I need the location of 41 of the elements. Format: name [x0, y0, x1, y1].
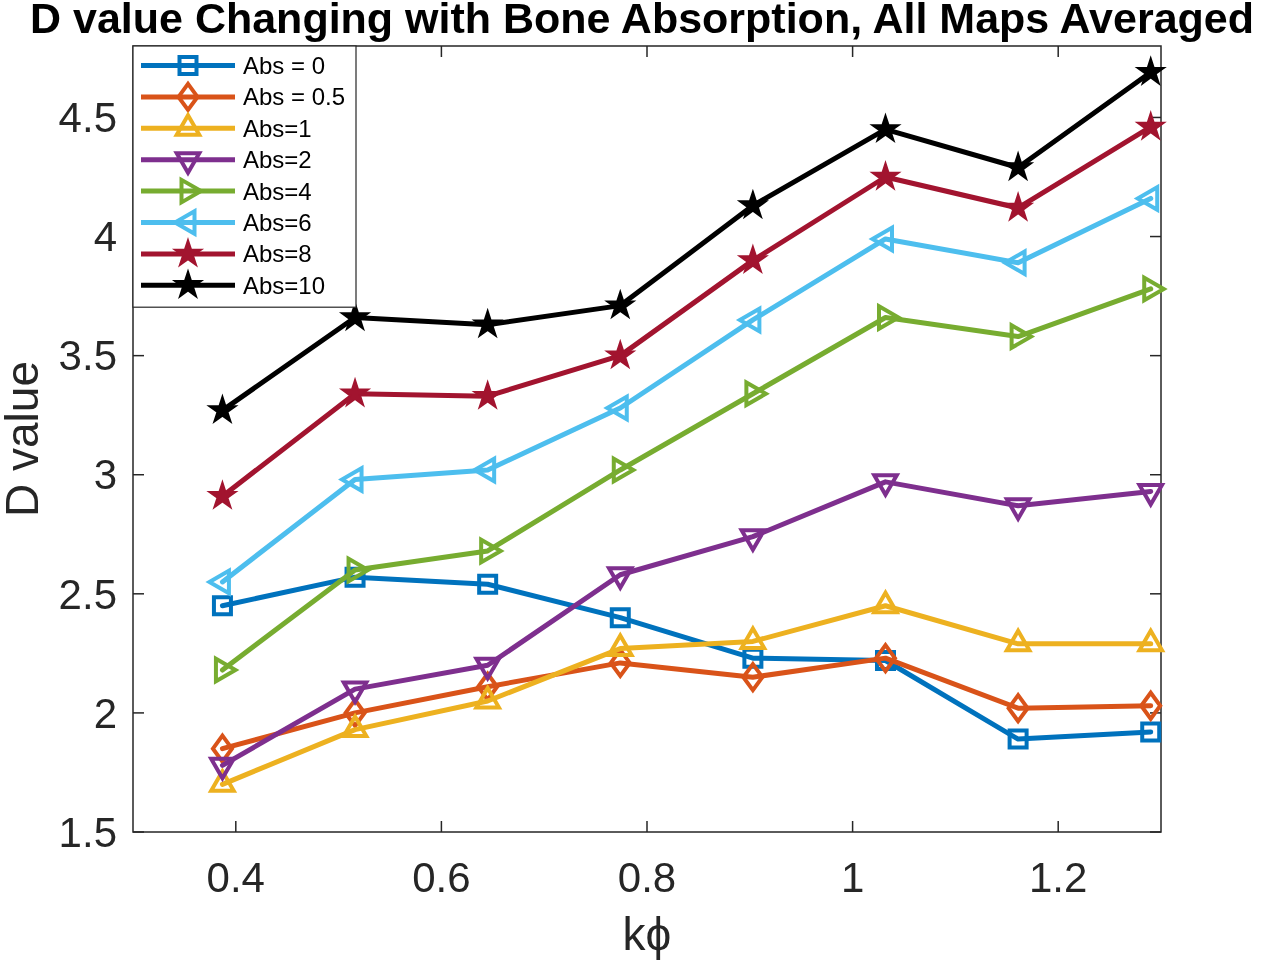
- point: [1134, 110, 1167, 141]
- legend-label: Abs=4: [243, 177, 312, 205]
- point: [1134, 55, 1167, 86]
- y-tick-label: 3.5: [58, 332, 117, 380]
- y-tick-label: 4.5: [58, 94, 117, 142]
- legend-label: Abs=8: [243, 240, 312, 268]
- legend-label: Abs=6: [243, 208, 312, 236]
- legend-label: Abs=1: [243, 114, 312, 142]
- point: [604, 289, 637, 320]
- y-tick-label: 3: [93, 451, 117, 499]
- point: [1006, 693, 1030, 724]
- point: [1139, 690, 1163, 721]
- x-tick-label: 1: [840, 854, 865, 901]
- y-axis-title: D value: [0, 361, 48, 517]
- point: [471, 308, 504, 339]
- point: [604, 339, 637, 370]
- chart-title: D value Changing with Bone Absorption, All Maps Averaged: [29, 0, 1255, 42]
- point: [477, 573, 499, 595]
- x-axis-title: kϕ: [622, 908, 672, 960]
- point: [211, 595, 233, 617]
- point: [1007, 728, 1029, 750]
- legend-label: Abs = 0: [243, 51, 326, 79]
- point: [1140, 721, 1162, 743]
- point: [874, 643, 897, 674]
- y-tick-label: 1.5: [58, 808, 117, 856]
- legend-label: Abs=2: [243, 146, 312, 174]
- point: [737, 243, 769, 274]
- x-tick-label: 0.6: [412, 854, 471, 901]
- point: [869, 112, 902, 143]
- y-tick-label: 2: [93, 689, 117, 737]
- point: [609, 607, 631, 629]
- legend-label: Abs = 0.5: [243, 83, 346, 111]
- x-tick-label: 0.8: [617, 854, 677, 901]
- point: [206, 479, 239, 510]
- legend-label: Abs=10: [243, 271, 326, 299]
- y-tick-label: 4: [93, 213, 117, 261]
- point: [206, 393, 239, 424]
- y-tick-label: 2.5: [58, 570, 117, 618]
- x-tick-label: 0.4: [206, 854, 265, 901]
- point: [741, 662, 765, 693]
- x-tick-label: 1.2: [1029, 854, 1088, 901]
